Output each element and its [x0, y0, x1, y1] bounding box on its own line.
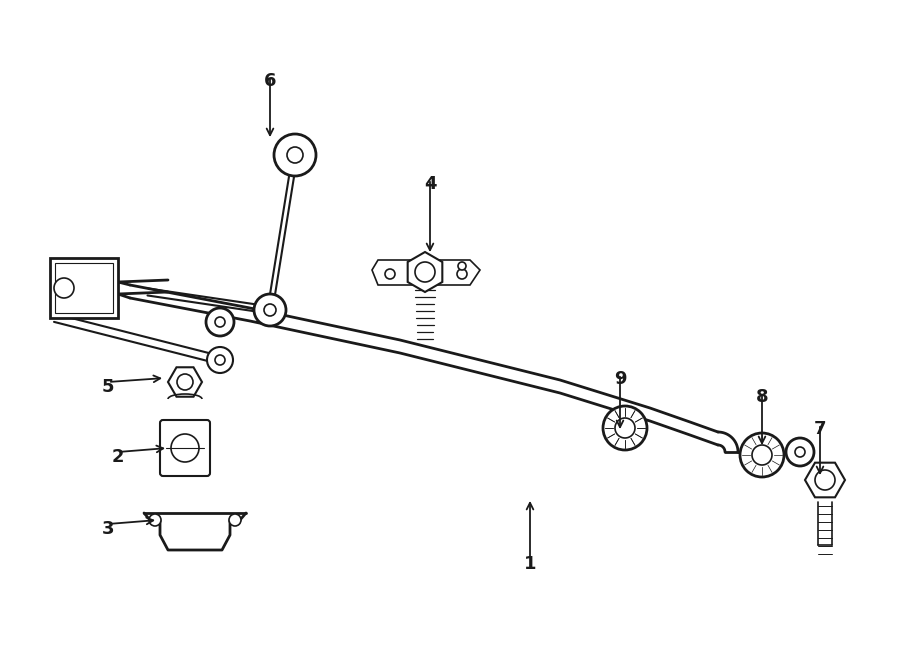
- Circle shape: [229, 514, 241, 526]
- Circle shape: [795, 447, 805, 457]
- Polygon shape: [372, 260, 480, 285]
- Polygon shape: [408, 252, 442, 292]
- Circle shape: [740, 433, 784, 477]
- Circle shape: [215, 317, 225, 327]
- Bar: [55, 263, 113, 313]
- Text: 4: 4: [424, 175, 436, 193]
- Circle shape: [752, 445, 772, 465]
- Circle shape: [177, 374, 193, 390]
- Circle shape: [415, 262, 435, 282]
- Circle shape: [615, 418, 635, 438]
- Circle shape: [206, 308, 234, 336]
- Circle shape: [603, 406, 647, 450]
- Circle shape: [287, 147, 303, 163]
- Polygon shape: [805, 463, 845, 497]
- Circle shape: [149, 514, 161, 526]
- Circle shape: [215, 355, 225, 365]
- Circle shape: [457, 269, 467, 279]
- Circle shape: [385, 269, 395, 279]
- FancyBboxPatch shape: [160, 420, 210, 476]
- Text: 9: 9: [614, 370, 626, 388]
- Circle shape: [207, 347, 233, 373]
- Text: 7: 7: [814, 420, 826, 438]
- Circle shape: [786, 438, 814, 466]
- Bar: [50, 258, 118, 318]
- Text: 8: 8: [756, 388, 769, 406]
- Circle shape: [815, 470, 835, 490]
- Circle shape: [458, 262, 466, 270]
- Text: 5: 5: [102, 378, 114, 396]
- Circle shape: [171, 434, 199, 462]
- Polygon shape: [168, 367, 202, 397]
- Text: 3: 3: [102, 520, 114, 538]
- Text: 6: 6: [264, 72, 276, 90]
- Text: 2: 2: [112, 448, 124, 466]
- Circle shape: [54, 278, 74, 298]
- Circle shape: [264, 304, 276, 316]
- Circle shape: [254, 294, 286, 326]
- Circle shape: [274, 134, 316, 176]
- Text: 1: 1: [524, 555, 536, 573]
